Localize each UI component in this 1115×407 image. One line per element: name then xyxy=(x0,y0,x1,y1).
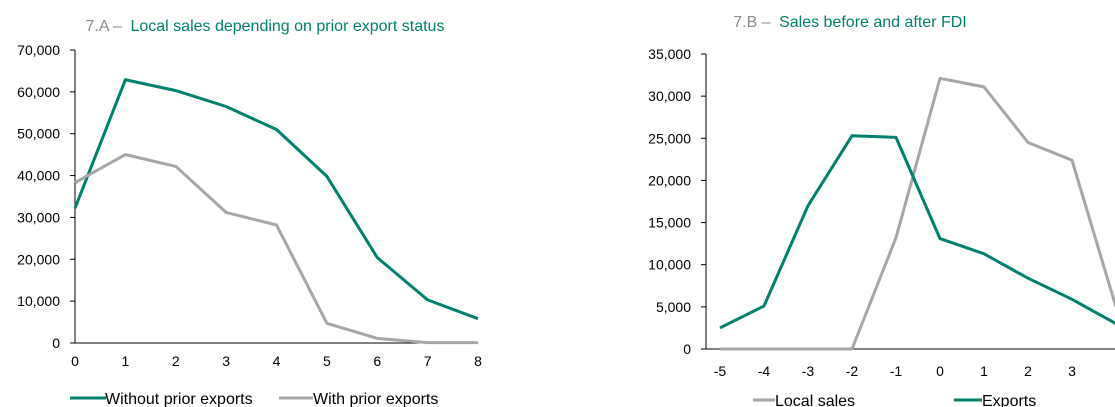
chart-b-series-line-0 xyxy=(720,76,1115,351)
chart-a-x-tick-label: 1 xyxy=(121,353,129,369)
chart-b-y-tick-label: 0 xyxy=(683,341,691,357)
chart-b-x-tick-label: 0 xyxy=(936,363,944,379)
chart-a-y-ticks: 0 10,000 20,000 30,000 40,000 50,000 60,000 70,… xyxy=(17,42,75,351)
chart-a-x-ticks: 0 1 2 3 4 5 6 7 8 xyxy=(71,353,482,369)
chart-b-y-tick-label: 15,000 xyxy=(648,215,691,231)
chart-a-title-text: Local sales depending on prior export st… xyxy=(130,18,444,35)
chart-a-x-tick-label: 8 xyxy=(474,353,482,369)
chart-b-legend: Local sales Exports xyxy=(753,393,1036,407)
chart-a-title: 7.A – Local sales depending on prior exp… xyxy=(86,18,445,35)
chart-a-y-tick-label: 50,000 xyxy=(17,126,60,142)
chart-b-y-tick-label: 10,000 xyxy=(648,257,691,273)
chart-a-x-tick-label: 2 xyxy=(172,353,180,369)
chart-a-legend-label-0: Without prior exports xyxy=(105,391,253,407)
chart-a-legend-label-1: With prior exports xyxy=(313,391,438,407)
chart-b-x-ticks: -5 -4 -3 -2 -1 0 1 2 3 xyxy=(714,363,1076,379)
chart-b-y-tick-label: 5,000 xyxy=(656,299,691,315)
chart-b-legend-label-0: Local sales xyxy=(775,393,855,407)
chart-b-x-tick-label: -3 xyxy=(802,363,815,379)
chart-a-x-tick-label: 7 xyxy=(424,353,432,369)
chart-b-y-tick-label: 30,000 xyxy=(648,88,691,104)
chart-a-x-tick-label: 0 xyxy=(71,353,79,369)
chart-b-title: 7.B – Sales before and after FDI xyxy=(733,14,966,31)
chart-a-legend: Without prior exports With prior exports xyxy=(70,391,438,407)
chart-a-y-tick-label: 10,000 xyxy=(17,293,60,309)
chart-a-series-line-0 xyxy=(73,78,479,321)
chart-b-y-ticks: 0 5,000 10,000 15,000 20,000 25,000 30,000 35,0… xyxy=(648,46,706,357)
chart-b-x-tick-label: 3 xyxy=(1068,363,1076,379)
chart-b-series-line-1 xyxy=(719,134,1115,330)
chart-a-title-prefix: 7.A – xyxy=(86,18,123,35)
chart-b-y-tick-label: 35,000 xyxy=(648,46,691,62)
chart-b-title-prefix: 7.B – xyxy=(733,14,770,31)
chart-a-x-tick-label: 3 xyxy=(222,353,230,369)
chart-b-y-tick-label: 20,000 xyxy=(648,172,691,188)
chart-a-series xyxy=(73,78,479,345)
chart-b-series xyxy=(719,76,1115,351)
chart-panel-a: 7.A – Local sales depending on prior exp… xyxy=(17,18,482,407)
chart-a-x-tick-label: 5 xyxy=(323,353,331,369)
chart-a-y-tick-label: 60,000 xyxy=(17,84,60,100)
chart-a-series-line-1 xyxy=(74,153,478,345)
chart-b-legend-label-1: Exports xyxy=(982,393,1036,407)
chart-a-y-tick-label: 70,000 xyxy=(17,42,60,58)
chart-b-x-tick-label: 1 xyxy=(980,363,988,379)
chart-b-x-tick-label: -4 xyxy=(758,363,771,379)
chart-b-x-tick-label: 2 xyxy=(1024,363,1032,379)
chart-b-x-tick-label: -2 xyxy=(846,363,859,379)
chart-a-y-tick-label: 0 xyxy=(52,335,60,351)
chart-a-y-tick-label: 20,000 xyxy=(17,251,60,267)
chart-a-x-tick-label: 4 xyxy=(273,353,281,369)
chart-a-x-tick-label: 6 xyxy=(373,353,381,369)
chart-a-y-tick-label: 30,000 xyxy=(17,209,60,225)
chart-b-title-text: Sales before and after FDI xyxy=(779,14,967,31)
chart-panel-b: 7.B – Sales before and after FDI 0 5,000 1… xyxy=(648,14,1115,407)
chart-a-y-tick-label: 40,000 xyxy=(17,168,60,184)
chart-b-y-tick-label: 25,000 xyxy=(648,130,691,146)
chart-b-x-tick-label: -1 xyxy=(890,363,903,379)
chart-b-x-tick-label: -5 xyxy=(714,363,727,379)
